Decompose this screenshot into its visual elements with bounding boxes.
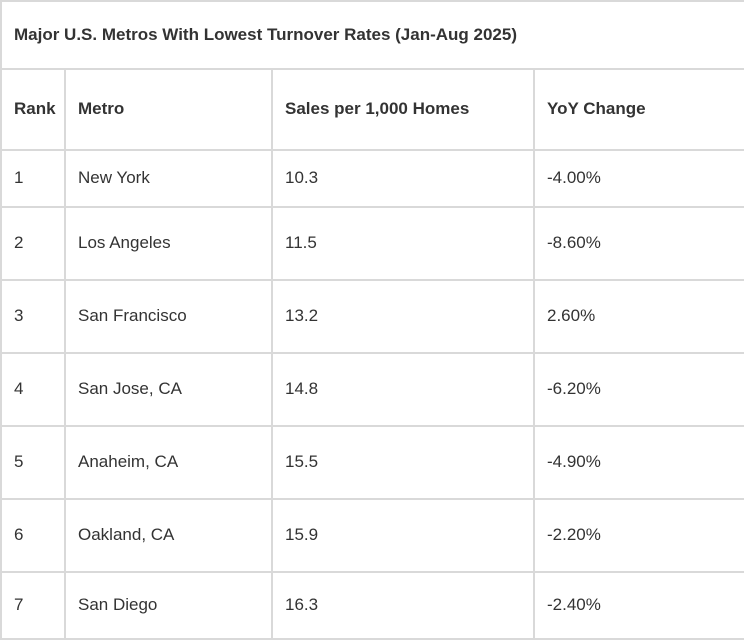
rank-cell: 4 [2,354,66,427]
yoy-change-cell: -4.00% [535,151,744,208]
col-header-rank: Rank [2,70,66,151]
metro-cell: Anaheim, CA [66,427,273,500]
metro-cell: New York [66,151,273,208]
metro-cell: Oakland, CA [66,500,273,573]
rank-cell: 2 [2,208,66,281]
sales-cell: 16.3 [273,573,535,640]
sales-cell: 15.9 [273,500,535,573]
table-title: Major U.S. Metros With Lowest Turnover R… [2,2,744,70]
table-row: 4 San Jose, CA 14.8 -6.20% [2,354,744,427]
yoy-change-cell: -2.40% [535,573,744,640]
col-header-metro: Metro [66,70,273,151]
yoy-change-cell: -2.20% [535,500,744,573]
rank-cell: 3 [2,281,66,354]
metro-cell: Los Angeles [66,208,273,281]
yoy-change-cell: -6.20% [535,354,744,427]
yoy-change-cell: -8.60% [535,208,744,281]
rank-cell: 1 [2,151,66,208]
sales-cell: 13.2 [273,281,535,354]
table-row: 7 San Diego 16.3 -2.40% [2,573,744,640]
table-row: 5 Anaheim, CA 15.5 -4.90% [2,427,744,500]
table-row: 2 Los Angeles 11.5 -8.60% [2,208,744,281]
rank-cell: 5 [2,427,66,500]
table-row: 3 San Francisco 13.2 2.60% [2,281,744,354]
sales-cell: 14.8 [273,354,535,427]
sales-cell: 15.5 [273,427,535,500]
rank-cell: 6 [2,500,66,573]
metro-cell: San Diego [66,573,273,640]
table-row: 6 Oakland, CA 15.9 -2.20% [2,500,744,573]
yoy-change-cell: 2.60% [535,281,744,354]
table-row: 1 New York 10.3 -4.00% [2,151,744,208]
yoy-change-cell: -4.90% [535,427,744,500]
metro-cell: San Jose, CA [66,354,273,427]
sales-cell: 10.3 [273,151,535,208]
sales-cell: 11.5 [273,208,535,281]
header-row: Rank Metro Sales per 1,000 Homes YoY Cha… [2,70,744,151]
title-row: Major U.S. Metros With Lowest Turnover R… [2,2,744,70]
col-header-sales-per-1000-homes: Sales per 1,000 Homes [273,70,535,151]
col-header-yoy-change: YoY Change [535,70,744,151]
metro-cell: San Francisco [66,281,273,354]
rank-cell: 7 [2,573,66,640]
